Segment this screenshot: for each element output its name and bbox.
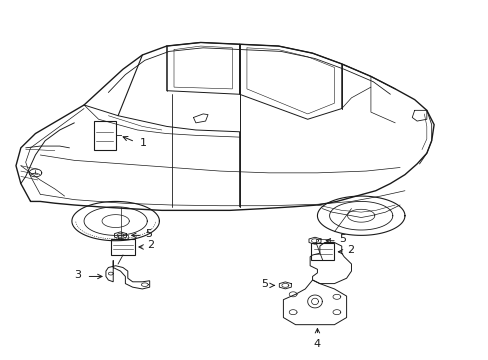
Text: 5: 5 — [144, 229, 151, 239]
Text: 3: 3 — [75, 270, 81, 280]
Text: 5: 5 — [339, 234, 346, 244]
Text: 4: 4 — [313, 339, 320, 349]
Text: 1: 1 — [140, 138, 147, 148]
Text: 2: 2 — [147, 240, 154, 250]
Text: 5: 5 — [260, 279, 267, 289]
Text: 2: 2 — [346, 245, 353, 255]
